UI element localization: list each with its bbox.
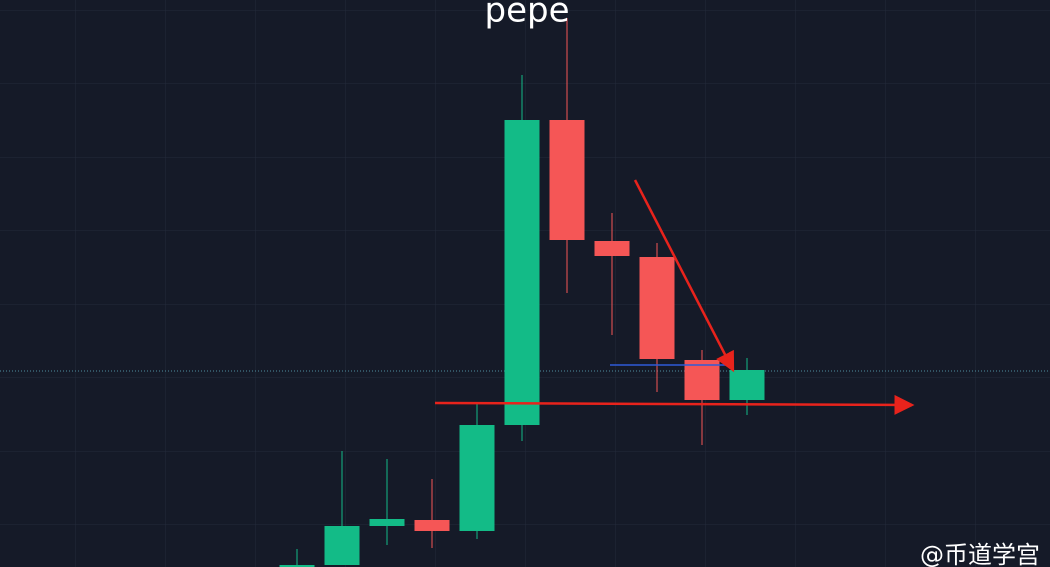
candle-body xyxy=(549,120,585,240)
candle-body xyxy=(639,257,675,359)
candle-body xyxy=(729,370,765,400)
candle-body xyxy=(684,360,720,400)
watermark: @币道学宫 xyxy=(920,541,1040,567)
candle-body xyxy=(279,565,315,567)
candle-body xyxy=(459,425,495,531)
annotation-arrow xyxy=(633,179,735,373)
annotation-arrow xyxy=(434,394,915,415)
chart-title: pepe xyxy=(485,0,570,31)
candle-body xyxy=(324,526,360,565)
candle-body xyxy=(594,241,630,256)
candle-body xyxy=(504,120,540,425)
plot-area xyxy=(0,18,1050,567)
candle-body xyxy=(414,520,450,531)
candle-body xyxy=(369,519,405,526)
